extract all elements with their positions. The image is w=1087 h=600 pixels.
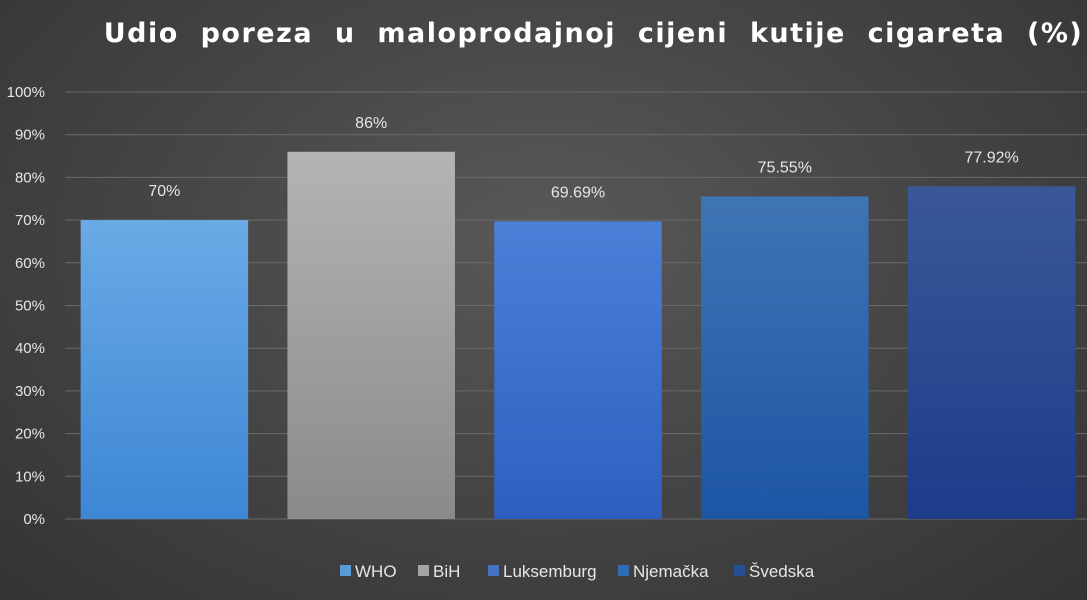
bar-bih <box>287 151 455 519</box>
data-label: 75.55% <box>758 159 812 176</box>
legend-label: Luksemburg <box>503 562 597 581</box>
y-tick-label: 40% <box>15 340 45 357</box>
y-tick-label: 100% <box>7 84 45 101</box>
legend-swatch <box>618 565 629 576</box>
y-tick-label: 80% <box>15 169 45 186</box>
y-tick-label: 50% <box>15 298 45 315</box>
legend-swatch <box>488 565 499 576</box>
legend-swatch <box>340 565 351 576</box>
legend-swatch <box>734 565 745 576</box>
bar-who <box>80 220 249 519</box>
y-tick-label: 60% <box>15 255 45 272</box>
data-label: 69.69% <box>551 184 605 201</box>
y-tick-label: 90% <box>15 127 45 144</box>
legend-label: Njemačka <box>633 562 709 581</box>
bar-luksemburg <box>494 221 662 519</box>
y-tick-label: 20% <box>15 426 45 443</box>
legend-label: Švedska <box>749 562 815 581</box>
data-label: 77.92% <box>964 149 1018 166</box>
bar-švedska <box>907 186 1076 519</box>
legend-label: WHO <box>355 562 397 581</box>
bars <box>80 151 1076 520</box>
data-label: 86% <box>355 115 387 132</box>
legend: WHO BiH Luksemburg Njemačka Švedska <box>340 562 815 581</box>
data-labels: 70% 86% 69.69% 75.55% 77.92% <box>148 115 1018 202</box>
y-tick-label: 0% <box>23 511 45 528</box>
y-tick-label: 10% <box>15 468 45 485</box>
legend-label: BiH <box>433 562 460 581</box>
legend-swatch <box>418 565 429 576</box>
data-label: 70% <box>148 183 180 200</box>
bar-njemačka <box>701 196 869 520</box>
y-tick-label: 30% <box>15 383 45 400</box>
y-axis-ticks: 0% 10% 20% 30% 40% 50% 60% 70% 80% 90% 100% <box>7 84 45 528</box>
chart-title: Udio poreza u maloprodajnoj cijeni kutij… <box>103 18 1084 49</box>
y-tick-label: 70% <box>15 212 45 229</box>
